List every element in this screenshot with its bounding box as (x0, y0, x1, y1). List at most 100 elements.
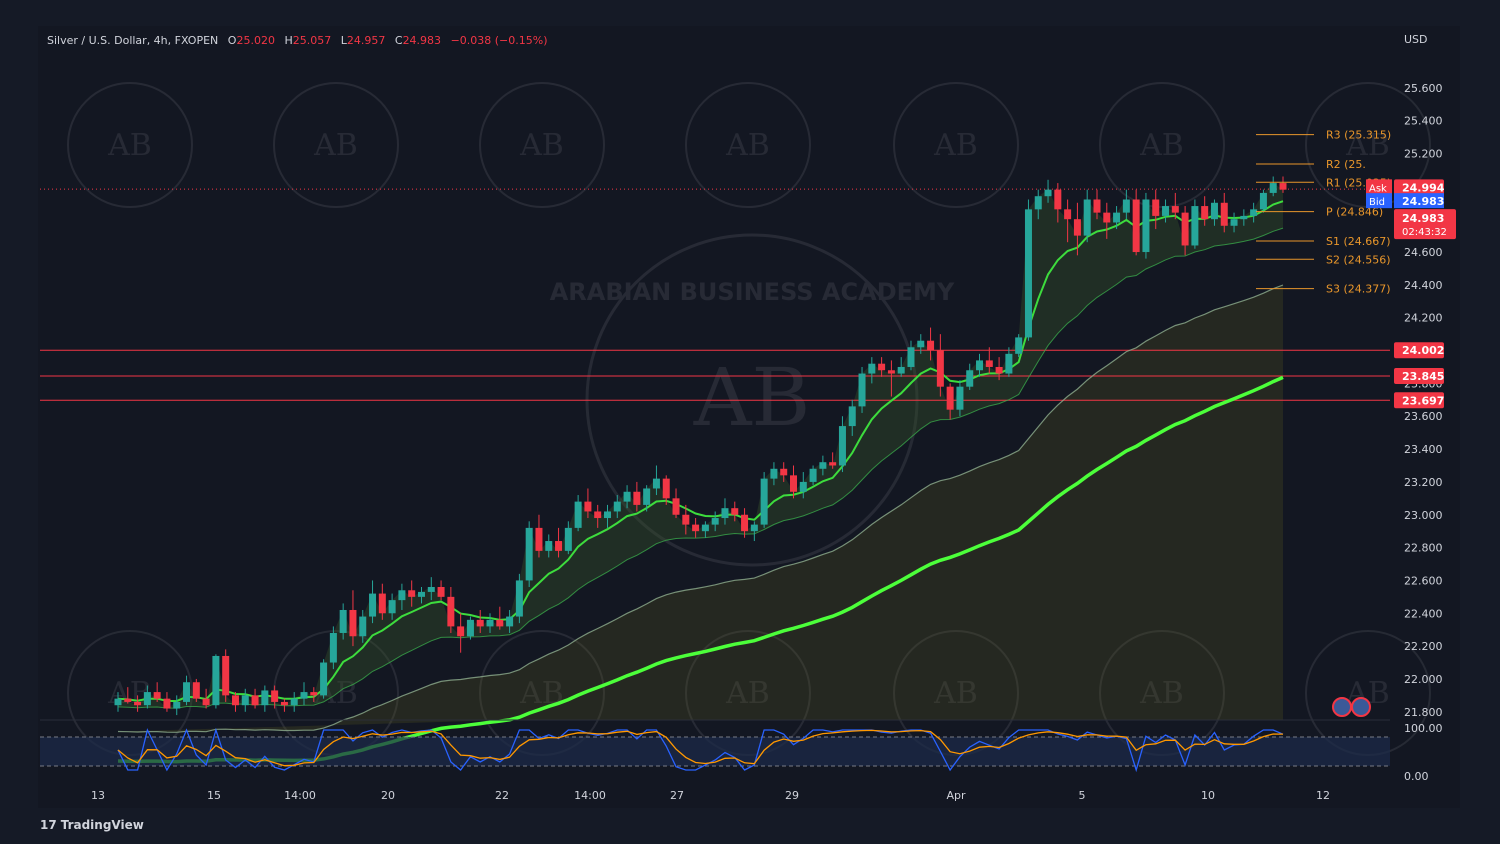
candle-body (466, 619, 474, 637)
event-flag-icon (1351, 697, 1371, 717)
open-value: 25.020 (236, 34, 275, 47)
candle-body (339, 609, 347, 633)
candle-body (1162, 206, 1170, 216)
candle-body (359, 616, 367, 637)
candle-body (408, 590, 416, 597)
y-tick-label: 24.400 (1404, 279, 1443, 292)
ask-tag: 24.994 (1402, 181, 1445, 194)
candle-body (525, 527, 533, 581)
candle-body (1044, 189, 1052, 197)
candle-body (721, 508, 729, 519)
candle-body (1230, 219, 1238, 226)
x-tick-label: 20 (381, 789, 395, 802)
candle-body (1220, 202, 1228, 226)
candle-body (819, 462, 827, 469)
y-tick-label: 22.800 (1404, 542, 1443, 555)
symbol-legend[interactable]: Silver / U.S. Dollar, 4h, FXOPEN O25.020… (47, 34, 548, 47)
x-tick-label: 12 (1316, 789, 1330, 802)
candle-body (271, 690, 279, 702)
candle-body (417, 591, 425, 597)
candle-body (153, 692, 161, 699)
y-tick-label: 23.200 (1404, 476, 1443, 489)
change-value: −0.038 (−0.15%) (450, 34, 548, 47)
watermark-seal (893, 82, 1019, 208)
y-tick-label: 22.000 (1404, 673, 1443, 686)
candle-body (202, 698, 210, 706)
candle-body (300, 692, 308, 699)
candle-body (1191, 206, 1199, 246)
tradingview-icon: 17 (40, 818, 57, 832)
pivot-label: P (24.846) (1326, 206, 1383, 219)
y-tick-label: 22.600 (1404, 574, 1443, 587)
candle-body (1132, 199, 1140, 253)
candle-body (995, 366, 1003, 374)
level-tag-bg (1394, 368, 1444, 385)
candle-body (672, 498, 680, 515)
pivot-label: S1 (24.667) (1326, 235, 1391, 248)
candle-body (251, 695, 259, 706)
candle-body (917, 340, 925, 348)
currency-label[interactable]: USD (1404, 33, 1428, 46)
candle-body (692, 524, 700, 532)
candle-body (897, 366, 905, 374)
candle-body (1064, 209, 1072, 220)
open-label: O (227, 34, 237, 47)
candle-body (878, 363, 886, 371)
bid-tag-bg (1394, 193, 1444, 209)
candle-body (290, 698, 298, 706)
candle-body (809, 468, 817, 482)
candle-body (1181, 212, 1189, 246)
candle-body (388, 600, 396, 614)
candle-body (564, 527, 572, 551)
candle-body (1210, 202, 1218, 220)
watermark-initials: AB (1139, 128, 1184, 163)
pivot-label: S3 (24.377) (1326, 283, 1391, 296)
level-tag-bg (1394, 342, 1444, 359)
candle-body (1083, 199, 1091, 236)
bid-tag: 24.983 (1402, 195, 1444, 208)
candle-body (848, 406, 856, 427)
candle-body (1015, 337, 1023, 354)
y-tick-label: 21.800 (1404, 706, 1443, 719)
chart-frame[interactable] (38, 26, 1460, 808)
candle-body (114, 698, 122, 706)
candle-body (1122, 199, 1130, 213)
y-tick-label: 23.000 (1404, 509, 1443, 522)
candle-body (241, 695, 249, 706)
bid-label: Bid (1369, 197, 1385, 208)
lower-cloud (118, 285, 1283, 733)
watermark-initials: AB (1345, 128, 1390, 163)
watermark-seal (273, 82, 399, 208)
candle-body (1269, 183, 1277, 193)
watermark-initials: AB (1139, 676, 1184, 711)
candle-body (124, 698, 132, 702)
y-tick-label: 22.400 (1404, 607, 1443, 620)
tradingview-logo[interactable]: 17 TradingView (40, 818, 144, 832)
watermark-seal (1099, 82, 1225, 208)
ema-line-slow-thin (117, 227, 1284, 709)
candle-body (506, 616, 514, 627)
candle-body (447, 596, 455, 627)
oscillator-k-line (117, 727, 1284, 773)
candle-body (682, 514, 690, 525)
oscillator-band (40, 737, 1390, 766)
candle-body (1279, 183, 1287, 190)
ask-label: Ask (1369, 183, 1387, 194)
candle-body (770, 468, 778, 479)
candle-body (643, 488, 651, 505)
candle-body (369, 593, 377, 617)
candle-body (1093, 199, 1101, 213)
candle-body (515, 580, 523, 617)
pivot-label: R2 (25. (1326, 158, 1366, 171)
last-price-tag-bg (1394, 209, 1456, 240)
watermark-big-initials: AB (693, 351, 811, 444)
candle-body (652, 478, 660, 489)
candle-body (134, 701, 142, 706)
candle-body (603, 511, 611, 519)
bid-chip (1366, 193, 1392, 209)
ask-tag-bg (1394, 179, 1444, 196)
candle-body (496, 619, 504, 627)
candle-body (222, 655, 230, 696)
countdown-tag: 02:43:32 (1402, 227, 1447, 238)
